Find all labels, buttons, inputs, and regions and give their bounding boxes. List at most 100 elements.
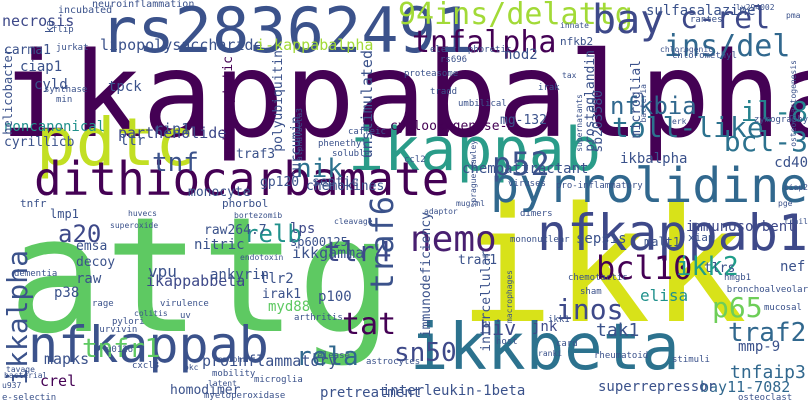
word-nod2: nod2 [504, 47, 538, 63]
word-electrophoretic: electrophoretic [430, 45, 512, 55]
word-ikk1: ikk1 [548, 315, 570, 325]
word-intercellular: intercellular [479, 250, 494, 352]
word-tlrs: tlrs [704, 261, 736, 276]
word-supernatants: supernatants [575, 94, 584, 152]
word-crel: crel [40, 372, 77, 390]
word-trail: trail [783, 217, 808, 226]
word-homodimer: homodimer [170, 383, 241, 398]
word-phenethyl: phenethyl [318, 139, 367, 149]
word-chlorogenic: chlorogenic [660, 45, 713, 54]
word-pge: pge [778, 199, 793, 208]
word-lipopolysaccharide: lipopolysaccharide [100, 36, 263, 54]
word-macrophages: macrophages [505, 270, 514, 323]
word-flip: flip [52, 25, 74, 35]
word-ikappabalpha: ikappabalpha [0, 26, 808, 164]
word-xiap: xiap [688, 231, 715, 244]
word-gp120: gp120 [260, 175, 300, 190]
word-jurkat: jurkat [56, 43, 89, 53]
word-ankyrin: ankyrin [210, 267, 270, 283]
word-sulfasalazine: sulfasalazine [646, 3, 756, 19]
word-il-8: il-8 [740, 95, 808, 128]
word-nadph: nadph [218, 355, 243, 364]
word-chloromethyl: chloromethyl [672, 51, 738, 61]
word-bay11-7082: bay11-7082 [700, 378, 791, 396]
word-sp600125: sp600125 [290, 235, 348, 249]
word-nef: nef [780, 259, 806, 275]
word-pro-inflammatory: pro-inflammatory [556, 181, 643, 191]
word-bortezomib: bortezomib [234, 211, 283, 220]
word-mg-132: mg-132 [500, 113, 547, 128]
word-ikkbeta: ikkbeta [410, 311, 680, 385]
word-ciap2: ciap2 [783, 183, 808, 192]
word-antiapoptotic: antiapoptotic [221, 56, 236, 158]
word-bcl10: bcl10 [596, 249, 693, 287]
word-proinflammatory: proinflammatory [202, 352, 338, 370]
word-94ins-delattg: 94ins/delattg [398, 0, 633, 32]
word-chemoattractant: chemoattractant [462, 161, 589, 177]
word-min: min [56, 95, 73, 105]
word-superrepressor: superrepressor [598, 379, 717, 395]
word-tak1: tak1 [596, 320, 640, 341]
word-cleavage: cleavage [334, 217, 373, 226]
word-immunodeficiency: immunodeficiency [419, 212, 434, 338]
word-innate: innate [560, 21, 589, 30]
word-traf6: traf6 [363, 196, 401, 293]
word-ikbalpha: ikbalpha [620, 151, 688, 167]
word-ins-del: ins/del [664, 29, 791, 64]
word-card: card [556, 339, 578, 349]
word-tpck: tpck [108, 79, 142, 95]
word-bronchoalveolar: bronchoalveolar [726, 285, 808, 295]
word-uv: uv [180, 311, 191, 321]
word-lmp1: lmp1 [50, 207, 79, 221]
word-myeloperoxidase: myeloperoxidase [204, 391, 286, 401]
word-myd88: myd88 [268, 299, 311, 315]
word-mmp-9: mmp-9 [738, 339, 781, 355]
word-p38: p38 [54, 285, 80, 301]
word-synthase: synthase [44, 85, 88, 95]
word-u0126: u0126 [106, 345, 134, 355]
word-a20: a20 [58, 220, 102, 248]
word-latent: latent [208, 379, 237, 388]
word-caffeic: caffeic [348, 127, 386, 137]
word-elisa: elisa [640, 286, 689, 305]
word-chemokines: chemokines [306, 179, 385, 194]
word-tax: tax [562, 71, 577, 80]
word-ccl2: ccl2 [404, 155, 426, 165]
word-p100: p100 [318, 289, 352, 305]
word-parthenolide: parthenolide [118, 124, 227, 142]
word-irak: irak [538, 83, 560, 93]
word-pdtc: pdtc [36, 104, 195, 181]
word-attg: attg [8, 182, 394, 369]
word-rantes: rantes [690, 15, 723, 25]
word-rheumatoid: rheumatoid [594, 351, 649, 361]
word-malt1: malt1 [644, 235, 681, 249]
word-mug-ml: mug/ml [456, 199, 485, 208]
word-necrosis: necrosis [2, 12, 75, 30]
word-hmgb1: hmgb1 [724, 273, 752, 283]
word-host: host [496, 337, 518, 347]
word-neuroinflammation: neuroinflammation [92, 0, 195, 10]
word-immunosorbent: immunosorbent [686, 219, 796, 235]
word-rip1: rip1 [154, 120, 191, 138]
word-cyld: cyld [34, 77, 68, 93]
word-pma: pma [786, 11, 801, 20]
word-mapks: mapks [44, 350, 90, 368]
word-incubated: incubated [58, 5, 113, 16]
word-helicobacter: helicobacter [1, 48, 15, 135]
word-tradd: tradd [430, 87, 458, 97]
word-ciap1: ciap1 [20, 59, 63, 75]
word-adaptor: adaptor [424, 207, 458, 216]
word-mucosal: mucosal [764, 303, 802, 313]
word-erk: erk [672, 117, 687, 126]
word-tnfr: tnfr [20, 197, 47, 210]
word-umbilical: umbilical [458, 99, 507, 109]
word-pretreatment: pretreatment [320, 385, 422, 401]
word-ikk2: ikk2 [676, 252, 739, 282]
word-i-kappabalpha: i-kappabalpha [256, 36, 374, 54]
word-nfkappab1: nfkappab1 [537, 204, 808, 262]
word-survivin: survivin [94, 325, 138, 335]
word-osteoclast: osteoclast [738, 393, 793, 403]
word-cxcl8: cxcl8 [132, 361, 160, 371]
word-ly294002: ly294002 [736, 3, 775, 12]
